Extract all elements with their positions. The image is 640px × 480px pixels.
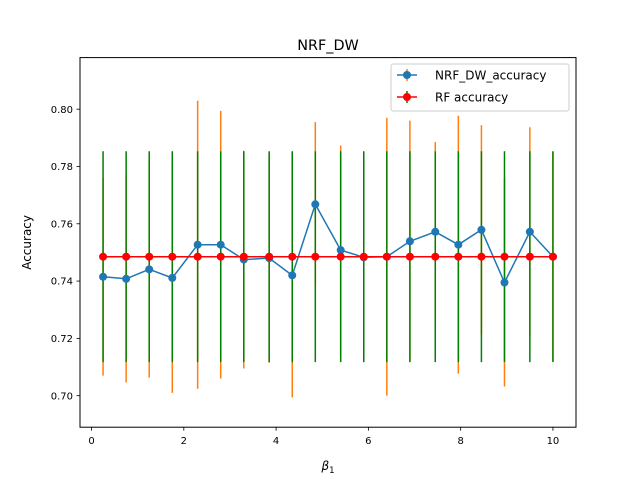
y-axis-ticks: 0.70 0.72 0.74 0.76 0.78 0.80 bbox=[51, 105, 80, 402]
rf-accuracy-point bbox=[382, 252, 391, 261]
nrf-dw-accuracy-point bbox=[145, 265, 154, 274]
rf-accuracy-point bbox=[311, 252, 320, 261]
rf-accuracy-point bbox=[99, 252, 108, 261]
nrf-dw-accuracy-point bbox=[431, 227, 440, 236]
rf-accuracy-point bbox=[145, 252, 154, 261]
x-axis-label: β1 bbox=[320, 459, 334, 476]
x-tick-label: 0 bbox=[88, 436, 94, 447]
rf-accuracy-point bbox=[477, 252, 486, 261]
legend-nrf-dw-marker bbox=[403, 71, 411, 79]
rf-accuracy-point bbox=[454, 252, 463, 261]
nrf-dw-accuracy-point bbox=[122, 274, 131, 283]
nrf-dw-accuracy-point bbox=[454, 240, 463, 249]
legend-rf-marker bbox=[403, 93, 411, 101]
nrf-dw-accuracy-point bbox=[99, 272, 108, 281]
y-tick-label: 0.74 bbox=[51, 277, 73, 288]
rf-accuracy-point bbox=[525, 252, 534, 261]
axes-frame bbox=[79, 57, 577, 428]
y-axis-label: Accuracy bbox=[20, 215, 34, 270]
nrf-dw-accuracy-point bbox=[336, 246, 345, 255]
x-axis-label-subscript: 1 bbox=[329, 466, 334, 476]
nrf-dw-accuracy-point bbox=[477, 225, 486, 234]
y-tick-label: 0.70 bbox=[51, 391, 73, 402]
y-tick-label: 0.76 bbox=[51, 219, 73, 230]
nrf-dw-accuracy-point bbox=[500, 278, 509, 287]
y-tick-label: 0.72 bbox=[51, 334, 73, 345]
plot-area bbox=[99, 100, 557, 398]
x-tick-label: 2 bbox=[181, 436, 187, 447]
rf-accuracy-point bbox=[288, 252, 297, 261]
legend: NRF_DW_accuracy RF accuracy bbox=[390, 63, 570, 112]
nrf-dw-accuracy-point bbox=[525, 227, 534, 236]
rf-accuracy-point bbox=[193, 252, 202, 261]
legend-rf-label: RF accuracy bbox=[435, 91, 508, 105]
nrf-dw-accuracy-point bbox=[405, 237, 414, 246]
rf-accuracy-point bbox=[359, 252, 368, 261]
rf-accuracy-point bbox=[500, 252, 509, 261]
legend-box bbox=[390, 63, 570, 112]
nrf-dw-accuracy-point bbox=[168, 273, 177, 282]
x-tick-label: 10 bbox=[547, 436, 560, 447]
rf-accuracy-point bbox=[431, 252, 440, 261]
nrf-dw-accuracy-point bbox=[216, 240, 225, 249]
rf-accuracy-point bbox=[168, 252, 177, 261]
nrf-dw-accuracy-point bbox=[288, 271, 297, 280]
legend-nrf-dw-label: NRF_DW_accuracy bbox=[435, 69, 546, 83]
nrf-dw-accuracy-point bbox=[193, 240, 202, 249]
rf-accuracy-point bbox=[239, 252, 248, 261]
x-tick-label: 6 bbox=[365, 436, 371, 447]
x-axis-label-symbol: β bbox=[320, 459, 329, 473]
nrf-dw-accuracy-point bbox=[311, 200, 320, 209]
x-tick-label: 4 bbox=[273, 436, 279, 447]
y-tick-label: 0.78 bbox=[51, 162, 73, 173]
nrf-dw-accuracy-line bbox=[103, 202, 554, 285]
rf-accuracy-point bbox=[548, 252, 557, 261]
rf-accuracy-point bbox=[216, 252, 225, 261]
rf-accuracy-point bbox=[122, 252, 131, 261]
x-tick-label: 8 bbox=[457, 436, 463, 447]
y-tick-label: 0.80 bbox=[51, 105, 73, 116]
rf-accuracy-point bbox=[265, 252, 274, 261]
rf-accuracy-point bbox=[405, 252, 414, 261]
x-axis-ticks: 0 2 4 6 8 10 bbox=[88, 427, 559, 447]
chart-title: NRF_DW bbox=[297, 38, 359, 54]
rf-accuracy-point bbox=[336, 252, 345, 261]
